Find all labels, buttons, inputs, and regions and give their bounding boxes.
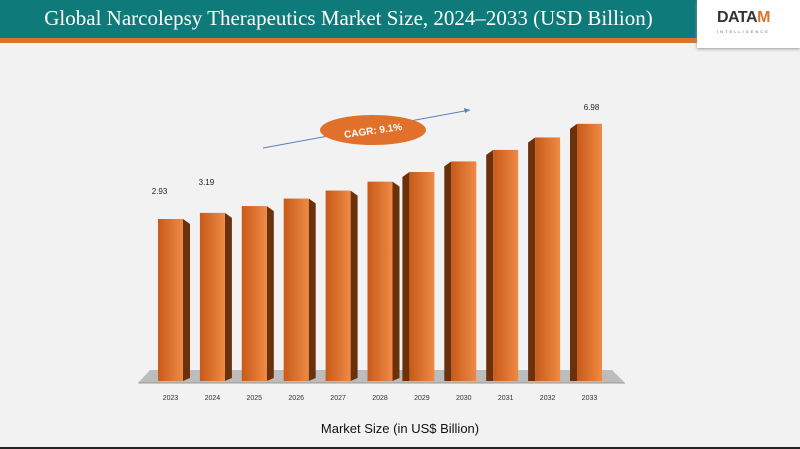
x-axis-label: Market Size (in US$ Billion) xyxy=(320,421,480,436)
x-tick-label: 2030 xyxy=(456,395,472,402)
cagr-arrowhead xyxy=(464,108,470,113)
x-tick-label: 2033 xyxy=(582,395,598,402)
x-tick-label: 2026 xyxy=(288,395,304,402)
data-label: 3.19 xyxy=(199,178,215,187)
bar xyxy=(451,161,477,381)
data-label: 6.98 xyxy=(584,103,600,112)
bar xyxy=(367,181,393,381)
bar-side xyxy=(350,190,358,381)
x-tick-label: 2023 xyxy=(163,395,179,402)
bar xyxy=(158,219,183,381)
bar xyxy=(409,172,435,381)
bar xyxy=(535,137,561,381)
data-label: 2.93 xyxy=(152,187,168,196)
x-tick-label: 2028 xyxy=(372,395,388,402)
x-tick-label: 2029 xyxy=(414,395,430,402)
x-tick-label: 2032 xyxy=(540,395,556,402)
header-accent-line xyxy=(0,38,697,43)
bar xyxy=(241,206,267,381)
bottom-border xyxy=(0,447,800,449)
bar-side xyxy=(183,219,190,381)
bar-side xyxy=(224,212,232,381)
logo: DATAM INTELLIGENCE xyxy=(697,0,800,48)
bar xyxy=(283,198,309,381)
bar-side xyxy=(308,198,316,381)
x-tick-label: 2024 xyxy=(205,395,221,402)
bar-side xyxy=(486,149,494,381)
bar xyxy=(493,149,519,381)
bar-side xyxy=(392,181,400,381)
x-tick-label: 2027 xyxy=(330,395,346,402)
bar xyxy=(325,190,351,381)
cagr-ellipse xyxy=(320,115,426,145)
x-tick-label: 2025 xyxy=(247,395,263,402)
bar-side xyxy=(266,206,274,381)
bar-side xyxy=(402,172,410,381)
bar xyxy=(577,123,602,381)
page-title: Global Narcolepsy Therapeutics Market Si… xyxy=(44,6,653,30)
bar-side xyxy=(444,161,452,381)
header-bar xyxy=(0,0,697,38)
bar-side xyxy=(528,137,536,381)
x-tick-label: 2031 xyxy=(498,395,514,402)
bar-side xyxy=(570,123,577,381)
bar xyxy=(199,212,225,381)
